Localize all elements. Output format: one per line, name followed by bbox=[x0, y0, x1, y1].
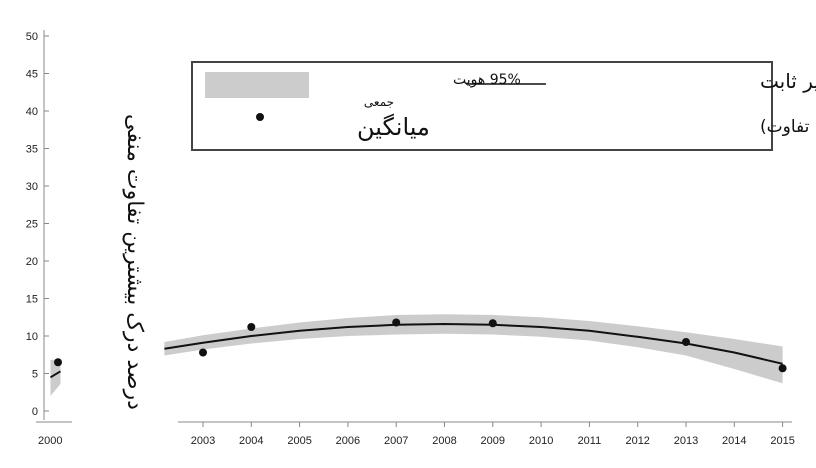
left-strip-fit-line bbox=[49, 370, 62, 379]
y-tick-label: 15 bbox=[26, 294, 38, 306]
legend-band-label-line2: جمعی bbox=[364, 95, 394, 109]
legend-point-swatch bbox=[256, 113, 264, 121]
x-tick-label: 2015 bbox=[770, 435, 794, 447]
x-tick-label: 2004 bbox=[239, 435, 263, 447]
x-tick-label-left-strip: 2000 bbox=[38, 435, 62, 447]
y-tick-label: 0 bbox=[32, 406, 38, 418]
x-tick-label: 2011 bbox=[578, 435, 602, 447]
data-points bbox=[199, 318, 787, 373]
x-tick-label: 2010 bbox=[529, 435, 553, 447]
data-point bbox=[247, 323, 256, 331]
y-tick-label: 40 bbox=[26, 106, 38, 118]
data-point bbox=[682, 338, 690, 346]
y-tick-group: 0 5 10 15 20 25 30 35 40 45 50 bbox=[26, 31, 49, 418]
legend-line-sublabel: (درصد بیشترین میزان تفاوت) bbox=[760, 117, 816, 137]
fit-line bbox=[164, 322, 783, 365]
y-tick-label: 30 bbox=[26, 181, 38, 193]
main-plot-panel: 2003 2004 2005 2006 2007 2008 2009 2010 2011 2012… bbox=[164, 314, 795, 447]
y-tick-label: 20 bbox=[26, 256, 38, 268]
y-tick-label: 10 bbox=[26, 331, 38, 343]
legend: 95% هویت جمعی مقادیر ثابت میانگین (درصد … bbox=[191, 61, 816, 151]
legend-band-label: 95% هویت bbox=[453, 72, 521, 88]
y-tick-label: 50 bbox=[26, 31, 38, 43]
left-strip-band bbox=[50, 359, 61, 396]
data-point bbox=[488, 319, 497, 328]
x-tick-label: 2006 bbox=[336, 435, 360, 447]
data-point bbox=[778, 364, 787, 373]
legend-line-label: مقادیر ثابت bbox=[760, 69, 816, 93]
x-tick-label: 2013 bbox=[674, 435, 698, 447]
left-strip-data-point bbox=[54, 358, 62, 367]
y-tick-label: 45 bbox=[26, 69, 38, 81]
x-tick-label: 2009 bbox=[481, 435, 505, 447]
y-axis-label: درصد درک بیشترین تفاوت منفی bbox=[122, 114, 147, 410]
confidence-band bbox=[164, 314, 783, 384]
y-tick-label: 25 bbox=[26, 219, 38, 231]
x-tick-label: 2005 bbox=[287, 435, 311, 447]
x-tick-group: 2003 2004 2005 2006 2007 2008 2009 2010 2011 2012… bbox=[191, 422, 795, 447]
left-strip-marks bbox=[49, 358, 62, 396]
legend-point-label: میانگین bbox=[357, 113, 430, 141]
legend-band-swatch bbox=[205, 72, 309, 98]
x-tick-label: 2007 bbox=[384, 435, 408, 447]
x-tick-label: 2003 bbox=[191, 435, 215, 447]
x-tick-label: 2012 bbox=[625, 435, 649, 447]
x-tick-label: 2014 bbox=[722, 435, 746, 447]
left-strip-panel: 0 5 10 15 20 25 30 35 40 45 50 2000 bbox=[26, 30, 72, 447]
x-tick-label: 2008 bbox=[432, 435, 456, 447]
data-point bbox=[392, 318, 401, 327]
legend-box bbox=[191, 61, 773, 151]
y-tick-label: 35 bbox=[26, 144, 38, 156]
data-point bbox=[199, 348, 207, 357]
y-tick-label: 5 bbox=[32, 369, 38, 381]
